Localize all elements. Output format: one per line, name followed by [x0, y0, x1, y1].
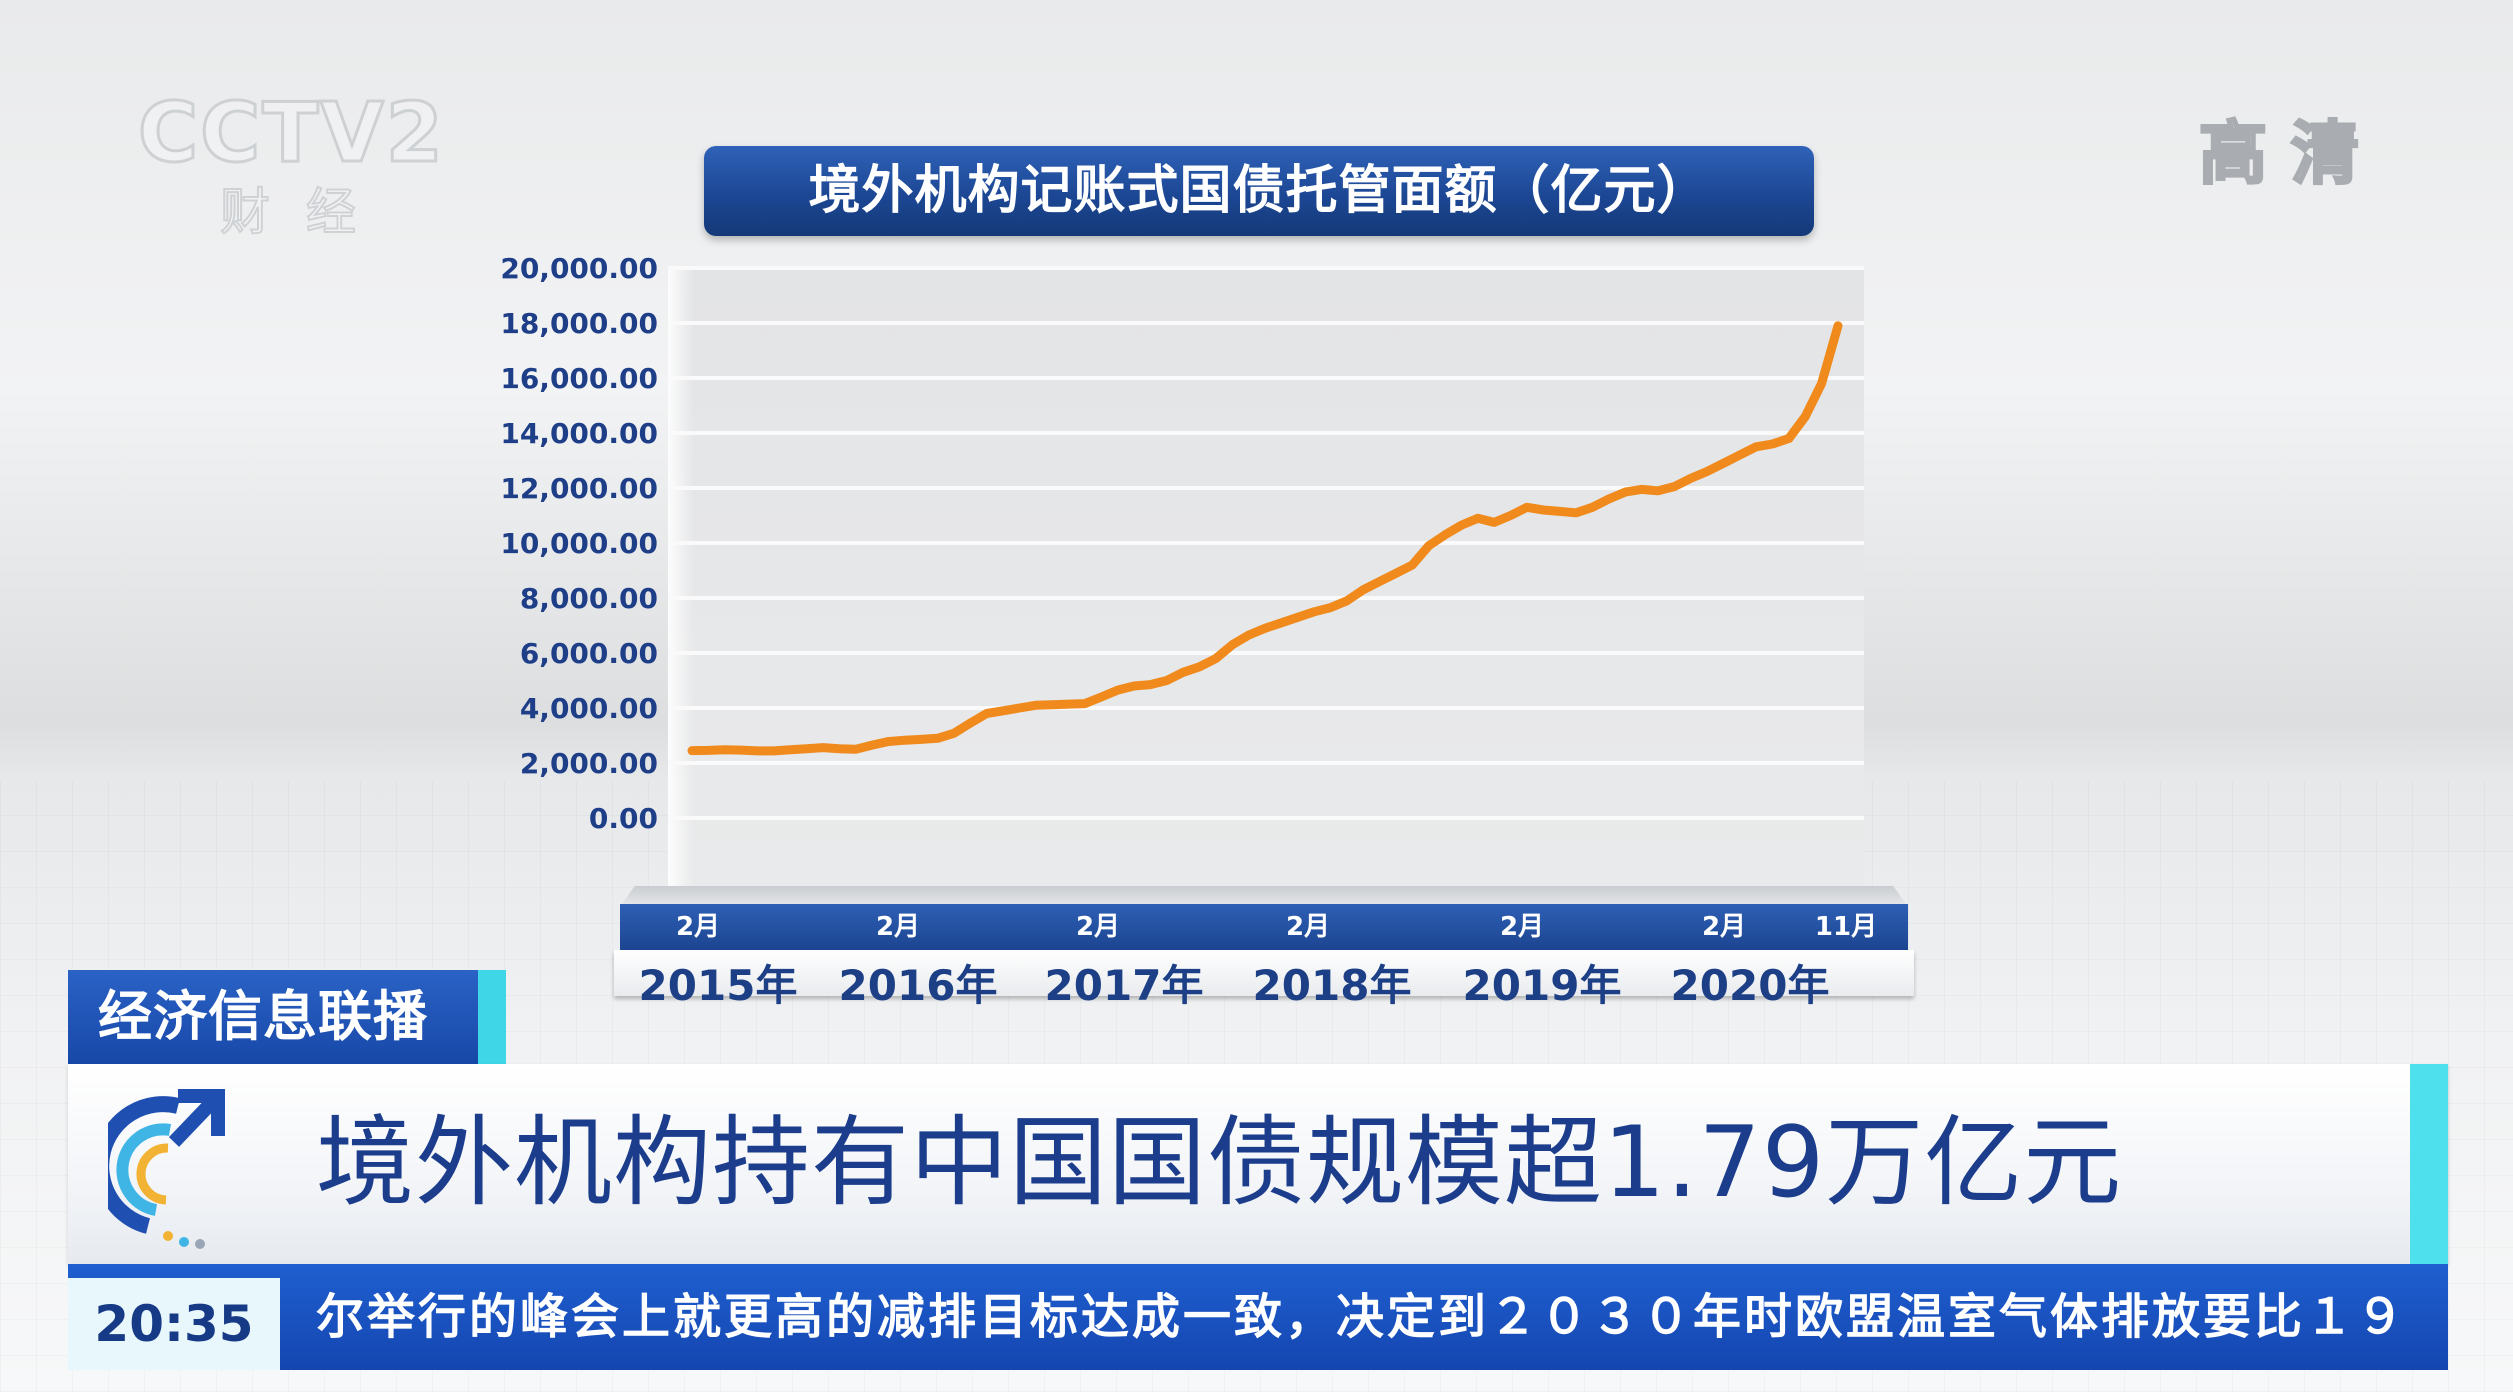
hd-badge: 高清: [2197, 114, 2383, 196]
program-name-tab: 经济信息联播: [68, 970, 478, 1064]
plot-highlight: [668, 268, 694, 886]
x-year-label: 2020年: [1670, 961, 1830, 1010]
x-month-label: 2月: [1499, 912, 1545, 942]
y-tick-label: 0.00: [589, 802, 658, 835]
y-tick-label: 8,000.00: [520, 582, 658, 615]
x-year-label: 2017年: [1044, 961, 1204, 1010]
ticker-text: 尔举行的峰会上就更高的减排目标达成一致，决定到２０３０年时欧盟温室气体排放要比１…: [316, 1289, 2406, 1345]
x-month-label: 2月: [1075, 912, 1121, 942]
y-tick-label: 2,000.00: [520, 747, 658, 780]
headline-text: 境外机构持有中国国债规模超1.79万亿元: [316, 1106, 2123, 1220]
y-tick-label: 18,000.00: [500, 307, 658, 340]
x-axis-bar-top: [622, 886, 1906, 904]
program-tab-accent: [478, 970, 506, 1064]
x-month-label: 2月: [1285, 912, 1331, 942]
ticker-clock: 20:35: [68, 1278, 280, 1370]
logo-sub-text: 财经: [219, 182, 392, 242]
y-axis-ticks: 20,000.00 18,000.00 16,000.00 14,000.00 12,0…: [500, 252, 658, 835]
y-tick-label: 16,000.00: [500, 362, 658, 395]
x-axis-year-strip: [614, 950, 1914, 996]
chart-title: 境外机构记账式国债托管面额（亿元）: [704, 146, 1814, 236]
x-month-label: 2月: [875, 912, 921, 942]
x-year-label: 2015年: [638, 961, 798, 1010]
x-year-label: 2019年: [1462, 961, 1622, 1010]
x-month-label: 11月: [1814, 912, 1878, 942]
series-line: [687, 321, 1843, 756]
headline-band: [68, 1064, 2448, 1264]
y-tick-label: 20,000.00: [500, 252, 658, 285]
news-arrow-icon: [108, 1089, 225, 1249]
x-axis-bar: 2月 2月 2月 2月 2月 2月 11月 2015年 2016年 2017年 …: [614, 886, 1914, 1010]
y-tick-label: 14,000.00: [500, 417, 658, 450]
cctv2-logo: CCTV2 财经: [137, 85, 478, 243]
ticker-viewport: 尔举行的峰会上就更高的减排目标达成一致，决定到２０３０年时欧盟温室气体排放要比１…: [316, 1264, 2406, 1370]
x-month-label: 2月: [1701, 912, 1747, 942]
headline-accent: [2410, 1064, 2448, 1264]
x-year-label: 2018年: [1252, 961, 1412, 1010]
y-tick-label: 10,000.00: [500, 527, 658, 560]
y-tick-label: 6,000.00: [520, 637, 658, 670]
y-tick-label: 4,000.00: [520, 692, 658, 725]
y-tick-label: 12,000.00: [500, 472, 658, 505]
series-layer: [687, 321, 1843, 756]
logo-main-text: CCTV2: [137, 85, 445, 183]
x-axis-month-strip: [620, 904, 1908, 950]
x-month-label: 2月: [675, 912, 721, 942]
x-year-label: 2016年: [838, 961, 998, 1010]
plot-area: [668, 268, 1864, 886]
ticker-band: [68, 1264, 2448, 1370]
